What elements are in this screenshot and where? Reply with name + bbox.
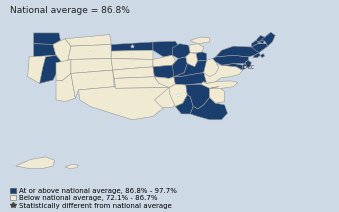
Polygon shape bbox=[245, 60, 252, 68]
Text: DC: DC bbox=[247, 65, 255, 70]
Polygon shape bbox=[78, 87, 170, 120]
Polygon shape bbox=[155, 77, 175, 88]
Polygon shape bbox=[204, 59, 219, 77]
Polygon shape bbox=[71, 70, 114, 98]
Polygon shape bbox=[56, 59, 71, 81]
Polygon shape bbox=[53, 39, 71, 63]
Polygon shape bbox=[210, 87, 224, 103]
Polygon shape bbox=[242, 64, 247, 70]
Polygon shape bbox=[252, 40, 259, 47]
Polygon shape bbox=[256, 35, 265, 44]
Polygon shape bbox=[34, 44, 56, 57]
Polygon shape bbox=[153, 55, 175, 67]
Polygon shape bbox=[153, 41, 178, 57]
Polygon shape bbox=[113, 67, 155, 78]
Polygon shape bbox=[216, 46, 259, 57]
Polygon shape bbox=[34, 33, 60, 45]
Polygon shape bbox=[28, 55, 56, 83]
Polygon shape bbox=[153, 65, 175, 78]
Polygon shape bbox=[260, 54, 265, 58]
Polygon shape bbox=[170, 84, 187, 106]
Polygon shape bbox=[111, 42, 153, 51]
Polygon shape bbox=[201, 81, 238, 88]
Polygon shape bbox=[253, 53, 260, 58]
Polygon shape bbox=[114, 77, 170, 88]
Polygon shape bbox=[111, 59, 153, 70]
Polygon shape bbox=[196, 52, 207, 61]
Polygon shape bbox=[65, 164, 78, 169]
Polygon shape bbox=[252, 44, 268, 53]
Polygon shape bbox=[155, 88, 178, 107]
Polygon shape bbox=[56, 73, 75, 102]
Polygon shape bbox=[111, 50, 153, 59]
Text: National average = 86.8%: National average = 86.8% bbox=[10, 6, 130, 15]
Polygon shape bbox=[175, 95, 193, 114]
Polygon shape bbox=[172, 44, 190, 59]
Polygon shape bbox=[186, 53, 198, 67]
Polygon shape bbox=[204, 64, 242, 83]
Legend: At or above national average, 86.8% - 97.7%, Below national average, 72.1% - 86.: At or above national average, 86.8% - 97… bbox=[10, 188, 177, 209]
Polygon shape bbox=[189, 44, 204, 53]
Polygon shape bbox=[222, 64, 242, 70]
Polygon shape bbox=[172, 57, 187, 77]
Polygon shape bbox=[213, 55, 248, 65]
Polygon shape bbox=[71, 59, 113, 73]
Polygon shape bbox=[40, 55, 62, 83]
Polygon shape bbox=[190, 37, 210, 44]
Polygon shape bbox=[65, 35, 111, 46]
Polygon shape bbox=[190, 97, 227, 120]
Polygon shape bbox=[259, 32, 275, 46]
Polygon shape bbox=[68, 45, 111, 60]
Polygon shape bbox=[174, 73, 210, 85]
Polygon shape bbox=[16, 157, 55, 169]
Polygon shape bbox=[174, 60, 213, 77]
Polygon shape bbox=[186, 82, 210, 109]
